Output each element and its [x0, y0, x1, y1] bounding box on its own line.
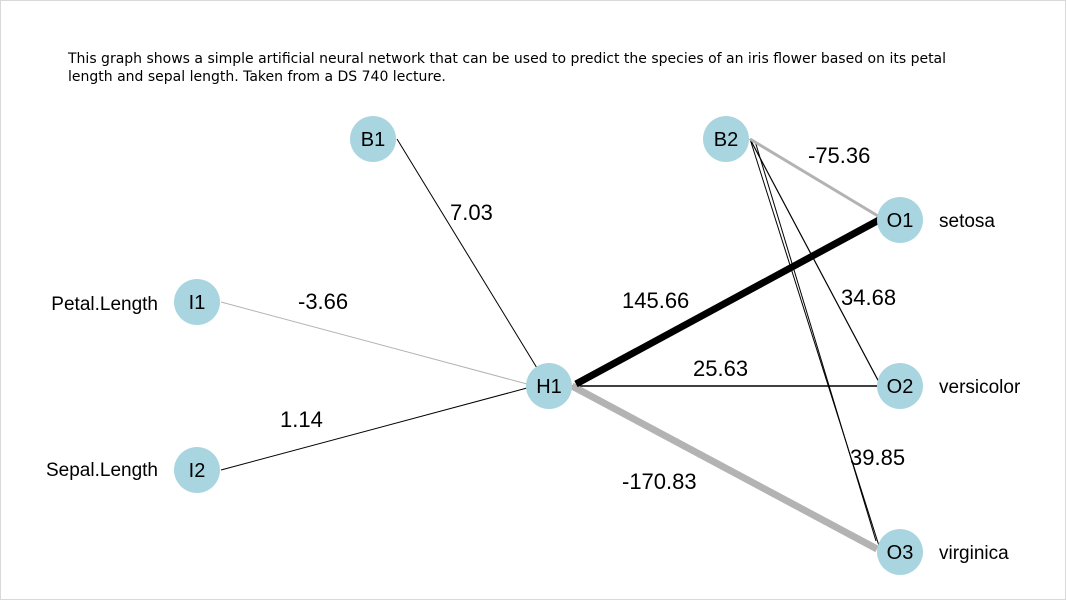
edge-i1-h1 [220, 301, 528, 385]
node-i1-label: I1 [189, 292, 206, 314]
node-o1: O1 [877, 197, 923, 243]
weight-labels: 7.03 -3.66 1.14 145.66 25.63 -170.83 -75… [280, 143, 905, 494]
node-o2-label: O2 [887, 376, 914, 398]
node-o3-circle [877, 529, 923, 575]
weight-b2-o1: -75.36 [808, 143, 870, 168]
weight-i1-h1: -3.66 [298, 289, 348, 314]
node-o1-circle [877, 197, 923, 243]
edge-h1-o3 [570, 382, 879, 553]
edge-b1-h1 [396, 138, 549, 387]
node-o1-label: O1 [887, 210, 914, 232]
node-b2-label: B2 [714, 129, 738, 151]
node-i2-label: I2 [189, 460, 206, 482]
caption-line-2: length and sepal length. Taken from a DS… [68, 69, 446, 85]
node-o3: O3 [877, 529, 923, 575]
node-i2: I2 [174, 447, 220, 493]
weight-h1-o1: 145.66 [622, 288, 689, 313]
node-h1-circle [526, 363, 572, 409]
node-b2: B2 [703, 116, 749, 162]
node-o3-label: O3 [887, 542, 914, 564]
node-b1-label: B1 [361, 129, 385, 151]
node-i1-circle [174, 279, 220, 325]
weight-i2-h1: 1.14 [280, 407, 323, 432]
output-label-versicolor: versicolor [939, 377, 1021, 398]
node-o2: O2 [877, 363, 923, 409]
node-h1: H1 [526, 363, 572, 409]
node-i1: I1 [174, 279, 220, 325]
edge-i2-h1 [220, 387, 528, 471]
variable-labels: Petal.Length Sepal.Length setosa versico… [46, 211, 1021, 564]
weight-b2-o3: 39.85 [850, 445, 905, 470]
weight-h1-o3: -170.83 [622, 469, 697, 494]
nodes: B1 B2 I1 I2 H1 O1 O2 O3 [174, 116, 923, 575]
caption: This graph shows a simple artificial neu… [68, 50, 968, 86]
node-b2-circle [703, 116, 749, 162]
output-label-setosa: setosa [939, 211, 995, 232]
edge-b2-o2 [749, 138, 881, 385]
edge-b2-o3 [749, 138, 881, 550]
node-o2-circle [877, 363, 923, 409]
edge-b2-o1 [749, 137, 879, 218]
weight-b2-o2: 34.68 [841, 285, 896, 310]
input-label-petal-length: Petal.Length [51, 294, 158, 315]
input-label-sepal-length: Sepal.Length [46, 460, 158, 481]
edge-h1-o1 [574, 216, 881, 388]
edges [220, 137, 881, 553]
weight-h1-o2: 25.63 [693, 356, 748, 381]
caption-line-1: This graph shows a simple artificial neu… [68, 51, 947, 67]
node-b1: B1 [350, 116, 396, 162]
node-b1-circle [350, 116, 396, 162]
edge-b2-o3b [754, 140, 877, 542]
output-label-virginica: virginica [939, 543, 1009, 564]
weight-b1-h1: 7.03 [450, 200, 493, 225]
node-h1-label: H1 [536, 376, 562, 398]
node-i2-circle [174, 447, 220, 493]
